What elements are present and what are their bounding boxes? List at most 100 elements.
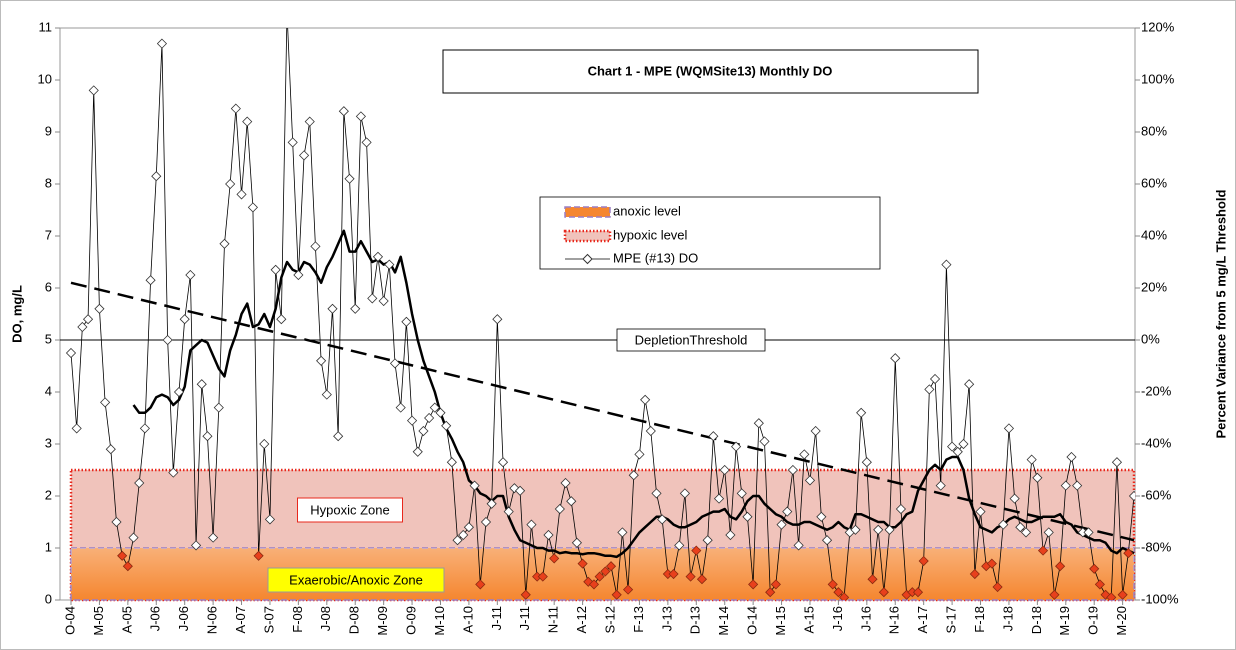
data-marker (88, 85, 99, 96)
legend-label: MPE (#13) DO (613, 250, 698, 265)
data-marker (1055, 561, 1066, 572)
data-marker (748, 579, 759, 590)
data-marker (588, 579, 600, 590)
y-tick-label: 3 (45, 435, 52, 450)
data-marker (185, 269, 196, 281)
data-marker (674, 540, 685, 551)
data-marker (173, 386, 185, 398)
data-marker (839, 592, 850, 600)
data-marker (128, 532, 139, 543)
y2-tick-label: 0% (1141, 331, 1160, 346)
x-tick-label: J-16 (858, 606, 873, 631)
data-marker (702, 535, 713, 546)
data-marker (520, 589, 531, 600)
data-marker (986, 558, 997, 569)
data-marker (543, 529, 554, 541)
data-marker (998, 519, 1009, 530)
data-marker (668, 568, 679, 580)
data-marker (691, 545, 702, 556)
data-marker (867, 574, 878, 585)
title-box (442, 49, 979, 94)
data-marker (782, 506, 793, 517)
data-marker (679, 488, 690, 499)
threshold-label-box (616, 328, 766, 352)
x-tick-label: J-16 (830, 606, 845, 631)
data-marker (964, 379, 975, 390)
data-marker (526, 519, 537, 530)
data-marker (316, 355, 327, 366)
y2-tick-label: -100% (1141, 591, 1179, 606)
data-marker (645, 425, 656, 437)
data-marker (1043, 527, 1054, 538)
data-marker (475, 579, 486, 590)
data-marker (208, 532, 219, 543)
data-marker (873, 524, 884, 535)
zone-label: Exaerobic/Anoxic Zone (289, 572, 423, 587)
data-marker (202, 431, 213, 442)
data-marker (640, 394, 651, 405)
data-marker (1106, 592, 1117, 600)
series-layer (65, 28, 1135, 600)
x-tick-label: J-06 (148, 606, 163, 631)
data-marker (1003, 423, 1015, 434)
chart-title: Chart 1 - MPE (WQMSite13) Monthly DO (588, 63, 833, 78)
data-marker (213, 402, 224, 413)
data-marker (736, 488, 747, 499)
y-tick-label: 8 (45, 175, 52, 190)
data-marker (890, 353, 901, 364)
trend-line (70, 281, 1135, 542)
x-tick-label: M-09 (375, 606, 390, 636)
x-tick-label: J-11 (489, 606, 504, 630)
data-marker (1037, 545, 1049, 556)
data-marker (264, 514, 276, 525)
data-marker (929, 373, 941, 385)
data-marker (1009, 493, 1020, 504)
y2-tick-label: 20% (1141, 279, 1167, 294)
data-marker (321, 389, 332, 400)
legend-swatch (563, 229, 612, 243)
data-marker (401, 316, 412, 327)
y2-axis-title: Percent Variance from 5 mg/L Threshold (1213, 189, 1228, 438)
data-marker (947, 441, 958, 452)
data-marker (958, 438, 969, 450)
legend-label: anoxic level (613, 203, 681, 218)
data-marker (395, 402, 406, 413)
legend-label: hypoxic level (613, 227, 688, 242)
data-marker (122, 561, 133, 572)
data-marker (765, 587, 776, 598)
data-marker (503, 506, 514, 517)
data-marker (861, 457, 872, 468)
data-marker (418, 425, 429, 437)
data-marker (247, 202, 258, 213)
x-tick-label: J-06 (176, 606, 191, 631)
y2-tick-label: 40% (1141, 227, 1167, 242)
data-marker (287, 137, 298, 148)
data-marker (617, 527, 628, 538)
legend-swatch (564, 206, 611, 218)
data-marker (1049, 589, 1060, 600)
y-tick-label: 0 (45, 591, 52, 606)
data-marker (924, 384, 935, 395)
x-tick-label: A-10 (460, 606, 475, 633)
data-marker (389, 358, 401, 369)
data-marker (935, 480, 946, 491)
data-marker (71, 423, 82, 434)
data-marker (941, 259, 952, 270)
data-marker (577, 558, 588, 569)
data-marker (1072, 480, 1083, 491)
data-marker (1026, 454, 1037, 465)
data-marker (429, 402, 440, 413)
data-marker (1117, 589, 1128, 600)
data-marker (253, 550, 264, 561)
x-tick-label: A-17 (915, 606, 930, 633)
threshold-label: DepletionThreshold (635, 332, 748, 347)
data-marker (407, 415, 418, 426)
data-marker (918, 555, 929, 567)
x-tick-label: O-14 (745, 606, 760, 635)
data-marker (82, 314, 94, 325)
y-tick-label: 9 (45, 123, 52, 138)
x-tick-label: F-08 (290, 606, 305, 633)
x-tick-label: D-08 (347, 606, 362, 634)
x-tick-label: J-18 (1000, 606, 1015, 631)
